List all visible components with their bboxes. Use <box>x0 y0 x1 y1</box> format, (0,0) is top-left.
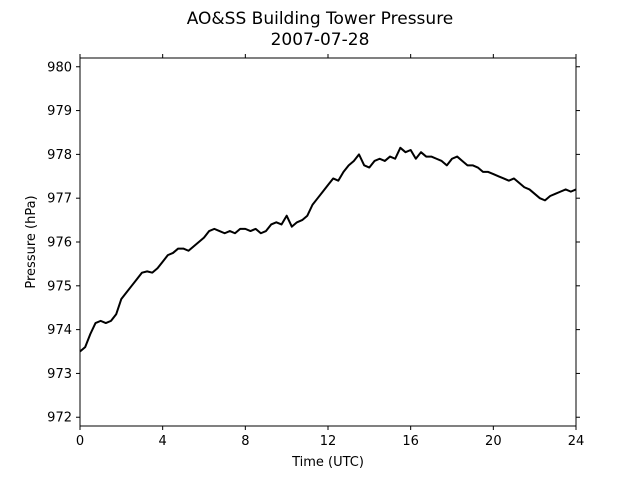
y-tick-label: 973 <box>47 367 72 382</box>
x-tick-label: 16 <box>402 434 419 449</box>
x-tick-label: 24 <box>568 434 585 449</box>
y-axis-label: Pressure (hPa) <box>24 195 39 288</box>
x-tick-label: 12 <box>320 434 337 449</box>
x-tick-label: 8 <box>241 434 249 449</box>
y-tick-label: 977 <box>47 192 72 207</box>
y-tick-label: 979 <box>47 104 72 119</box>
x-tick-label: 4 <box>159 434 167 449</box>
y-tick-label: 974 <box>47 323 72 338</box>
y-tick-label: 976 <box>47 236 72 251</box>
x-tick-label: 20 <box>485 434 502 449</box>
series-line-0 <box>79 146 577 353</box>
x-axis-label: Time (UTC) <box>291 455 364 470</box>
y-tick-label: 980 <box>47 60 72 75</box>
x-tick-label: 0 <box>76 434 84 449</box>
chart-subtitle: 2007-07-28 <box>271 30 370 50</box>
chart-title: AO&SS Building Tower Pressure <box>187 9 454 29</box>
y-tick-label: 972 <box>47 411 72 426</box>
y-tick-label: 978 <box>47 148 72 163</box>
y-tick-label: 975 <box>47 279 72 294</box>
